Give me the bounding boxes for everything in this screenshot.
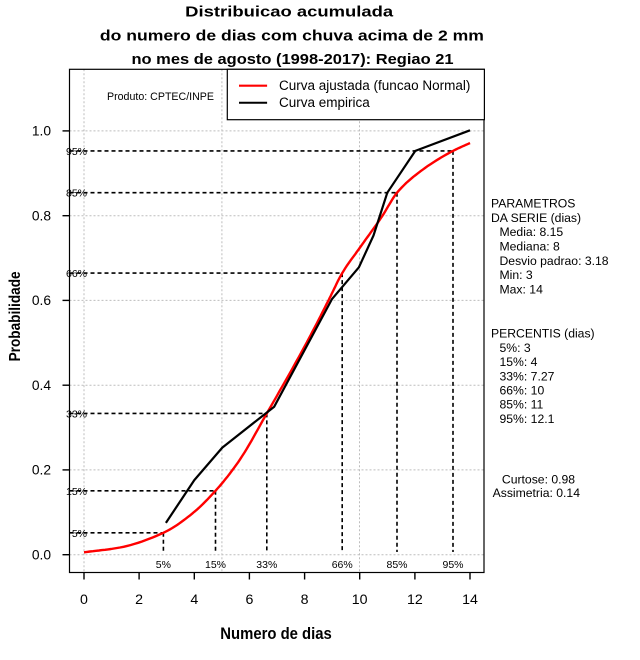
svg-text:95%: 12.1: 95%: 12.1 (500, 412, 555, 426)
svg-text:2: 2 (135, 592, 143, 608)
svg-text:15%: 4: 15%: 4 (500, 355, 538, 369)
svg-text:15%: 15% (205, 559, 226, 571)
svg-text:0: 0 (80, 592, 88, 608)
svg-text:85%: 11: 85%: 11 (500, 398, 544, 412)
svg-text:10: 10 (352, 592, 368, 608)
svg-text:95%: 95% (66, 146, 87, 158)
svg-text:14: 14 (462, 592, 478, 608)
svg-text:66%: 10: 66%: 10 (500, 384, 545, 398)
svg-text:66%: 66% (66, 268, 87, 280)
svg-text:Curva empirica: Curva empirica (279, 95, 370, 110)
svg-text:5%: 5% (72, 528, 87, 540)
svg-text:12: 12 (407, 592, 423, 608)
svg-text:8: 8 (301, 592, 309, 608)
svg-text:0.2: 0.2 (32, 463, 51, 478)
svg-text:4: 4 (190, 592, 198, 608)
svg-text:Min: 3: Min: 3 (500, 268, 533, 282)
svg-text:15%: 15% (66, 486, 87, 498)
svg-text:Curva ajustada (funcao Normal): Curva ajustada (funcao Normal) (279, 78, 470, 93)
svg-text:33%: 33% (256, 559, 277, 571)
svg-text:do numero de dias com chuva ac: do numero de dias com chuva acima de 2 m… (100, 27, 484, 44)
svg-text:85%: 85% (386, 559, 407, 571)
svg-text:no mes de agosto (1998-2017):: no mes de agosto (1998-2017): Regiao 21 (132, 51, 454, 68)
svg-text:Numero de dias: Numero de dias (220, 625, 331, 643)
svg-text:66%: 66% (332, 559, 353, 571)
svg-text:Distribuicao acumulada: Distribuicao acumulada (185, 4, 394, 21)
svg-text:6: 6 (245, 592, 253, 608)
svg-text:33%: 7.27: 33%: 7.27 (500, 369, 555, 383)
svg-text:Probabilidade: Probabilidade (7, 271, 24, 361)
svg-text:95%: 95% (442, 559, 463, 571)
svg-text:Desvio padrao: 3.18: Desvio padrao: 3.18 (500, 254, 609, 268)
svg-text:Curtose: 0.98: Curtose: 0.98 (502, 473, 575, 487)
svg-text:0.4: 0.4 (32, 378, 52, 393)
svg-text:Assimetria: 0.14: Assimetria: 0.14 (493, 486, 581, 500)
svg-text:85%: 85% (66, 188, 87, 200)
svg-text:0.0: 0.0 (32, 548, 52, 563)
svg-text:PERCENTIS (dias): PERCENTIS (dias) (491, 327, 595, 341)
svg-text:DA SERIE (dias): DA SERIE (dias) (491, 211, 581, 225)
svg-text:Max: 14: Max: 14 (500, 283, 544, 297)
svg-text:Produto: CPTEC/INPE: Produto: CPTEC/INPE (107, 91, 214, 103)
svg-text:Media: 8.15: Media: 8.15 (500, 225, 564, 239)
svg-text:0.6: 0.6 (32, 293, 52, 308)
svg-text:5%: 5% (156, 559, 171, 571)
svg-text:5%: 3: 5%: 3 (500, 341, 531, 355)
svg-text:Mediana: 8: Mediana: 8 (500, 240, 561, 254)
svg-text:0.8: 0.8 (32, 209, 52, 224)
svg-text:1.0: 1.0 (32, 124, 52, 139)
svg-text:33%: 33% (66, 408, 87, 420)
svg-text:PARAMETROS: PARAMETROS (491, 197, 575, 211)
